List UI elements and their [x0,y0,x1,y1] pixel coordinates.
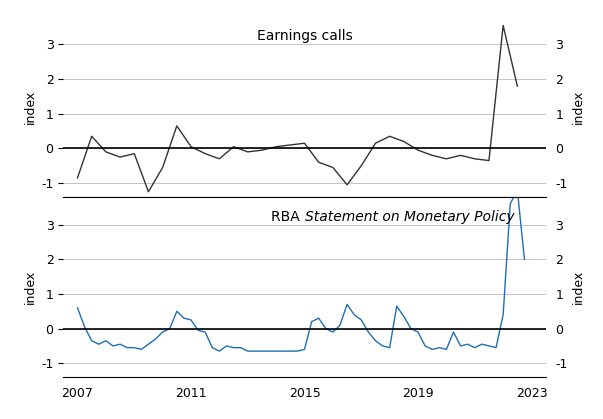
Y-axis label: index: index [24,270,37,304]
Text: Statement on Monetary Policy: Statement on Monetary Policy [305,210,514,224]
Text: Earnings calls: Earnings calls [257,29,352,44]
Y-axis label: index: index [572,270,585,304]
Y-axis label: index: index [572,90,585,124]
Text: RBA: RBA [271,210,305,224]
Y-axis label: index: index [24,90,37,124]
